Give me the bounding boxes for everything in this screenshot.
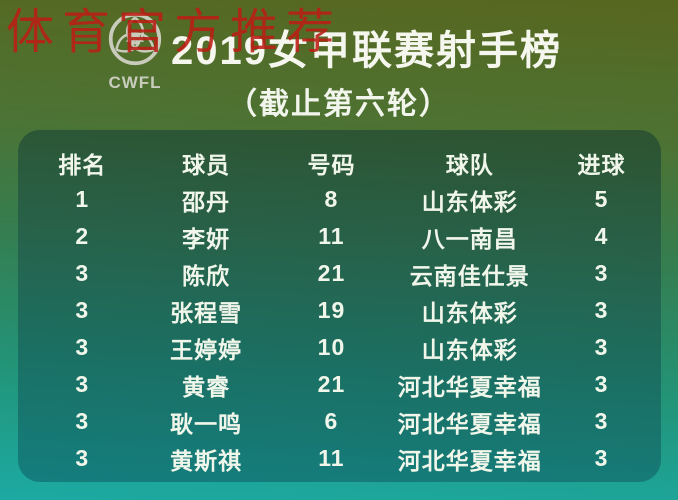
cell-number: 21 <box>317 260 346 286</box>
table-row: 1 邵丹 8 山东体彩 5 <box>18 181 661 218</box>
cell-goals: 3 <box>594 445 609 471</box>
cell-team: 河北华夏幸福 <box>397 410 542 437</box>
cell-player: 黄斯祺 <box>170 447 243 474</box>
cell-player: 张程雪 <box>170 299 243 326</box>
cwfl-emblem-icon <box>107 12 163 71</box>
cwfl-logo: CWFL <box>104 11 166 93</box>
table-body: 1 邵丹 8 山东体彩 5 2 李妍 11 八一南昌 4 3 陈欣 21 云南佳… <box>18 181 661 477</box>
scorers-table: 排名 球员 号码 球队 进球 1 邵丹 8 山东体彩 5 2 李妍 11 八一南… <box>18 144 661 477</box>
cell-player: 王婷婷 <box>170 336 243 363</box>
cell-rank: 3 <box>75 371 90 397</box>
table-row: 3 张程雪 19 山东体彩 3 <box>18 292 661 329</box>
cell-team: 八一南昌 <box>421 225 518 252</box>
page-title: 2019女甲联赛射手榜 <box>171 29 562 73</box>
cell-rank: 3 <box>75 297 90 323</box>
cell-player: 耿一鸣 <box>170 410 243 437</box>
scorers-table-panel: 排名 球员 号码 球队 进球 1 邵丹 8 山东体彩 5 2 李妍 11 八一南… <box>18 130 661 482</box>
cell-number: 21 <box>317 371 346 397</box>
cell-number: 11 <box>318 445 345 471</box>
table-row: 3 耿一鸣 6 河北华夏幸福 3 <box>18 403 661 440</box>
cell-number: 11 <box>318 223 345 249</box>
table-row: 3 陈欣 21 云南佳仕景 3 <box>18 255 661 292</box>
cell-player: 李妍 <box>182 225 231 252</box>
column-header-rank: 排名 <box>58 151 107 178</box>
cell-rank: 2 <box>75 223 90 249</box>
cwfl-logo-label: CWFL <box>108 73 162 92</box>
cell-team: 河北华夏幸福 <box>397 447 542 474</box>
cell-number: 8 <box>324 186 339 212</box>
cell-goals: 3 <box>594 297 609 323</box>
cell-rank: 3 <box>75 334 90 360</box>
page-subtitle: （截止第六轮） <box>227 88 451 121</box>
table-header-row: 排名 球员 号码 球队 进球 <box>18 144 661 181</box>
cell-player: 黄睿 <box>182 373 231 400</box>
cell-goals: 3 <box>594 334 609 360</box>
cell-player: 邵丹 <box>182 188 231 215</box>
table-row: 2 李妍 11 八一南昌 4 <box>18 218 661 255</box>
column-header-team: 球队 <box>445 151 494 178</box>
cell-goals: 4 <box>594 223 609 249</box>
table-row: 3 黄斯祺 11 河北华夏幸福 3 <box>18 440 661 477</box>
column-header-goals: 进球 <box>577 151 626 178</box>
cell-team: 山东体彩 <box>421 336 518 363</box>
cell-rank: 3 <box>75 445 90 471</box>
cell-player: 陈欣 <box>182 262 231 289</box>
cell-goals: 3 <box>594 408 609 434</box>
cell-team: 河北华夏幸福 <box>397 373 542 400</box>
cell-team: 山东体彩 <box>421 299 518 326</box>
cell-rank: 3 <box>75 260 90 286</box>
column-header-number: 号码 <box>307 151 356 178</box>
cell-goals: 5 <box>594 186 609 212</box>
table-row: 3 黄睿 21 河北华夏幸福 3 <box>18 366 661 403</box>
cell-team: 山东体彩 <box>421 188 518 215</box>
column-header-player: 球员 <box>182 151 231 178</box>
cell-team: 云南佳仕景 <box>409 262 530 289</box>
cell-number: 6 <box>324 408 339 434</box>
table-row: 3 王婷婷 10 山东体彩 3 <box>18 329 661 366</box>
cell-goals: 3 <box>594 371 609 397</box>
cell-rank: 3 <box>75 408 90 434</box>
cell-rank: 1 <box>75 186 90 212</box>
cell-number: 19 <box>317 297 346 323</box>
cell-number: 10 <box>317 334 346 360</box>
cell-goals: 3 <box>594 260 609 286</box>
